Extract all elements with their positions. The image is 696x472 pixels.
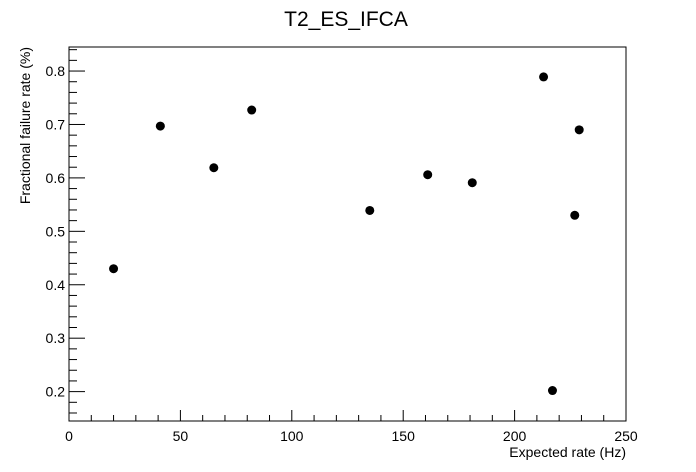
y-tick-label: 0.4 (46, 277, 66, 293)
data-point (109, 264, 119, 274)
data-point (547, 386, 557, 396)
x-axis-label: Expected rate (Hz) (509, 444, 626, 460)
data-point (209, 163, 219, 173)
y-tick-label: 0.6 (46, 170, 66, 186)
y-tick-label: 0.7 (46, 116, 66, 132)
data-point (570, 210, 580, 220)
data-point (247, 105, 257, 115)
y-tick-label: 0.3 (46, 330, 66, 346)
x-tick-label: 250 (614, 428, 638, 444)
x-tick-label: 100 (280, 428, 304, 444)
data-point (155, 121, 165, 131)
plot-frame (68, 46, 627, 422)
axes: 0 50 100 150 200 250 0.2 0.3 0.4 0.5 0.6 0.7 0.8 (46, 49, 638, 444)
data-point (365, 205, 375, 215)
x-tick-label: 50 (173, 428, 189, 444)
data-point (467, 178, 477, 188)
data-point (423, 170, 433, 180)
x-tick-label: 200 (503, 428, 527, 444)
data-point (539, 72, 549, 82)
data-points (109, 72, 584, 396)
data-point (574, 125, 584, 135)
y-tick-label: 0.8 (46, 63, 66, 79)
y-axis-label: Fractional failure rate (%) (17, 47, 33, 204)
y-tick-label: 0.5 (46, 223, 66, 239)
x-tick-label: 0 (65, 428, 73, 444)
y-tick-label: 0.2 (46, 384, 66, 400)
x-tick-label: 150 (392, 428, 416, 444)
chart-title: T2_ES_IFCA (284, 8, 408, 31)
